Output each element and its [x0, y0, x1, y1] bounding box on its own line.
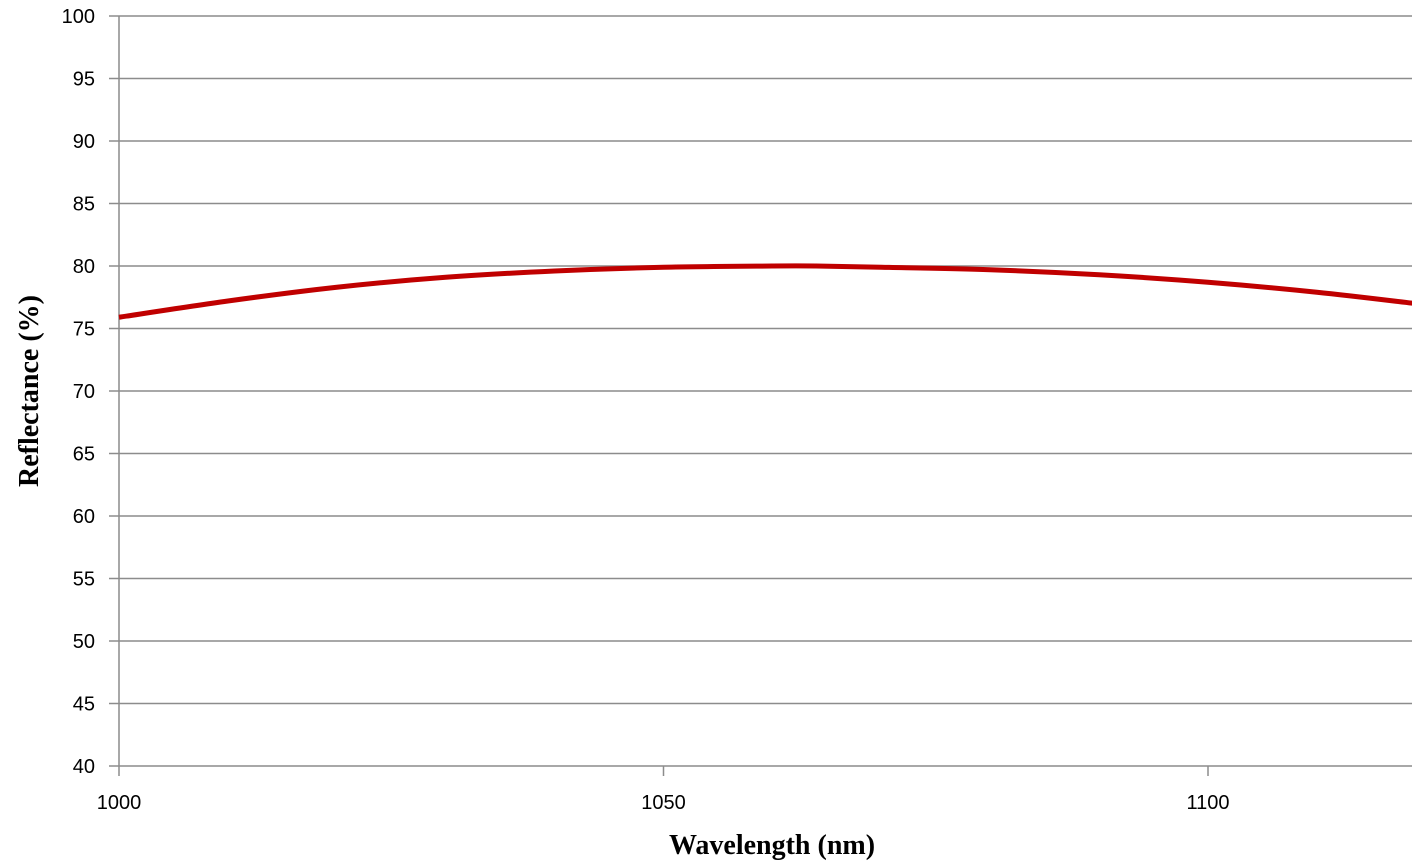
y-tick-label: 60: [73, 506, 95, 528]
x-tick-labels: 1000 1050 1100: [97, 792, 1230, 814]
y-tick-label: 75: [73, 319, 95, 341]
x-axis-title: Wavelength (nm): [669, 830, 875, 861]
series-line-reflectance: [118, 263, 1412, 320]
y-tick-label: 65: [73, 444, 95, 466]
y-tick-label: 100: [62, 6, 95, 28]
x-tick-label: 1000: [97, 792, 142, 814]
y-tick-label: 40: [73, 756, 95, 778]
y-tick-label: 55: [73, 569, 95, 591]
y-tick-label: 50: [73, 631, 95, 653]
y-axis-title: Reflectance (%): [14, 295, 45, 487]
y-tick-label: 80: [73, 256, 95, 278]
y-tick-label: 85: [73, 194, 95, 216]
y-tick-labels: 40 45 50 55 60 65 70 75 80 85 90 95 100: [62, 6, 95, 778]
grid-lines: [119, 15, 1412, 767]
y-tick-label: 95: [73, 69, 95, 91]
y-tick-label: 70: [73, 381, 95, 403]
series-layer: [118, 263, 1412, 320]
x-tick-label: 1100: [1186, 792, 1229, 814]
y-tick-label: 90: [73, 131, 95, 153]
y-tick-label: 45: [73, 694, 95, 716]
x-tick-label: 1050: [641, 792, 686, 814]
axes: [109, 15, 1209, 776]
